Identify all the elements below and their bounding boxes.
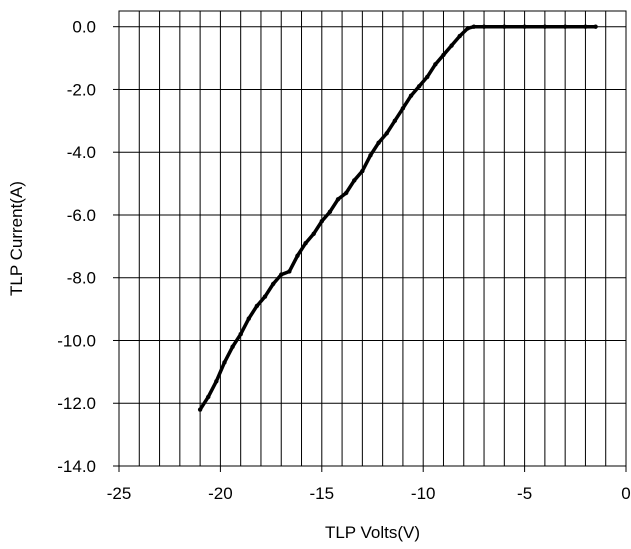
data-point: [287, 269, 292, 274]
x-tick-label: -25: [107, 484, 132, 503]
data-point: [368, 153, 373, 158]
data-point: [583, 24, 588, 29]
data-point: [360, 168, 365, 174]
data-point: [465, 26, 471, 31]
y-axis-label: TLP Current(A): [7, 181, 26, 296]
data-point: [246, 316, 251, 321]
data-point: [408, 93, 414, 98]
data-point: [303, 241, 308, 246]
y-tick-label: -8.0: [67, 269, 96, 288]
x-tick-label: -15: [310, 484, 335, 503]
axes: [113, 10, 627, 472]
data-point: [392, 118, 398, 124]
data-point: [449, 43, 454, 48]
x-tick-label: -20: [208, 484, 233, 503]
data-point: [425, 74, 430, 80]
x-tick-label: -10: [411, 484, 436, 503]
data-point: [562, 24, 568, 29]
y-tick-label: -4.0: [67, 143, 96, 162]
x-tick-label: -5: [517, 484, 532, 503]
x-tick-label: 0: [621, 484, 630, 503]
y-tick-label: -6.0: [67, 206, 96, 225]
data-point: [593, 24, 598, 29]
plot-area: [119, 11, 626, 466]
data-point: [400, 106, 406, 111]
data-point: [441, 52, 446, 58]
y-tick-label: -2.0: [67, 80, 96, 99]
y-tick-label: -14.0: [57, 457, 96, 476]
y-tick-label: -10.0: [57, 331, 96, 350]
data-point: [230, 344, 235, 349]
data-point: [502, 24, 507, 29]
data-point: [352, 178, 357, 183]
data-point: [522, 24, 527, 29]
data-point: [433, 62, 438, 67]
data-point: [238, 332, 243, 337]
data-point: [295, 253, 300, 258]
data-point: [254, 303, 260, 309]
data-point: [319, 219, 324, 224]
data-point: [262, 294, 268, 299]
plot-border: [118, 10, 627, 467]
data-point: [311, 231, 316, 236]
data-point: [327, 209, 333, 215]
data-point: [335, 197, 341, 202]
data-point: [197, 407, 203, 412]
data-point: [214, 379, 219, 384]
data-point: [384, 131, 389, 136]
data-point: [222, 360, 227, 365]
data-point: [279, 272, 284, 277]
data-point: [481, 24, 487, 29]
y-tick-label: -12.0: [57, 394, 96, 413]
data-point: [206, 394, 211, 400]
tick-labels: -25 -20 -15 -10 -5 0 0.0 -2.0 -4.0 -6.0 -8.0 -10.0 -…: [57, 18, 630, 503]
data-point: [376, 140, 381, 145]
y-tick-label: 0.0: [72, 18, 96, 37]
x-axis-label: TLP Volts(V): [325, 523, 420, 542]
grid-lines: [118, 11, 627, 467]
series-layer: [197, 24, 598, 412]
data-point: [471, 24, 477, 29]
data-point: [343, 190, 349, 196]
data-point: [457, 33, 462, 39]
data-point: [542, 24, 548, 29]
data-point: [416, 84, 422, 89]
data-point: [270, 281, 276, 287]
